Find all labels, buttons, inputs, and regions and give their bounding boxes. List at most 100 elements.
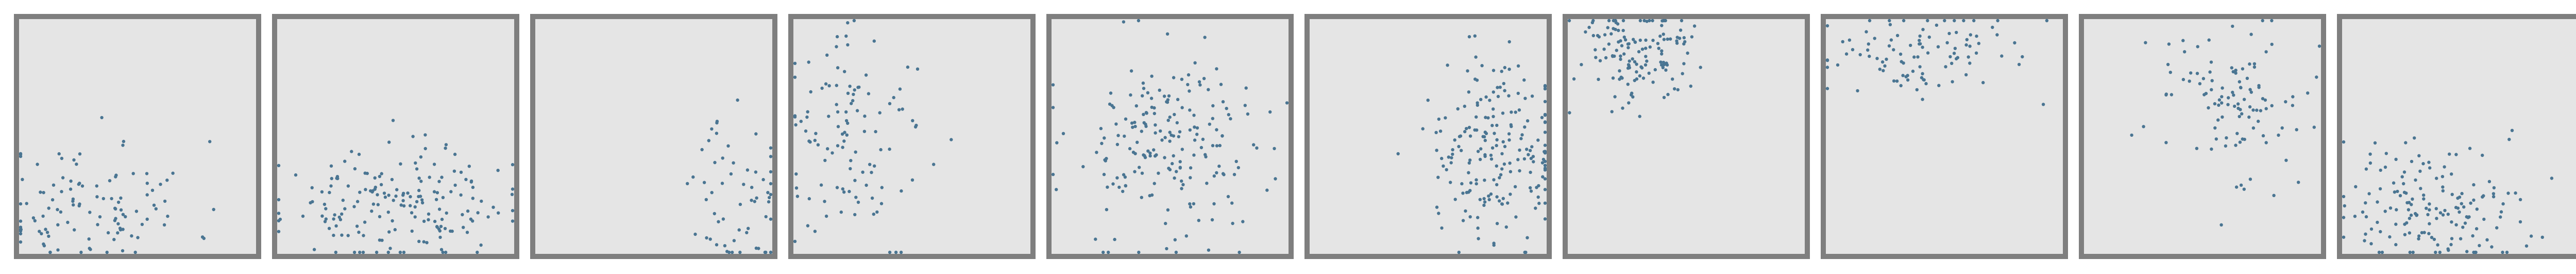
scatter-point	[1483, 179, 1486, 182]
scatter-point	[2249, 90, 2253, 94]
scatter-point	[476, 250, 479, 254]
scatter-point	[856, 200, 860, 204]
scatter-point	[440, 217, 444, 221]
scatter-point	[1901, 74, 1905, 77]
scatter-point	[1426, 99, 1430, 102]
scatter-point	[1498, 85, 1502, 89]
scatter-point	[100, 116, 104, 120]
scatter-point	[1632, 38, 1635, 41]
scatter-point	[2436, 243, 2439, 247]
scatter-point	[378, 215, 382, 218]
scatter-point	[363, 220, 367, 224]
scatter-point	[852, 92, 855, 96]
scatter-point	[1651, 39, 1655, 42]
scatter-point	[1476, 150, 1480, 153]
scatter-point	[110, 197, 113, 201]
scatter-point	[479, 243, 483, 247]
scatter-point	[380, 172, 383, 175]
scatter-point	[713, 212, 717, 216]
scatter-point	[1594, 56, 1598, 59]
scatter-point	[1435, 149, 1438, 152]
scatter-point	[846, 91, 850, 95]
scatter-point	[738, 250, 742, 254]
scatter-point	[1473, 77, 1477, 81]
scatter-point	[1981, 80, 1985, 85]
scatter-point	[145, 182, 149, 185]
scatter-point	[2408, 231, 2412, 235]
scatter-point	[2427, 232, 2431, 235]
scatter-point	[1526, 236, 1529, 239]
scatter-point	[1660, 24, 1664, 27]
scatter-point	[2465, 215, 2468, 219]
scatter-point	[723, 244, 727, 248]
scatter-point	[1682, 36, 1686, 40]
scatter-point	[1645, 59, 1649, 63]
scatter-point	[78, 152, 82, 156]
scatter-point	[1529, 156, 1533, 160]
scatter-point	[136, 236, 140, 239]
scatter-point	[1111, 182, 1115, 186]
scatter-point	[1232, 173, 1236, 176]
scatter-point	[333, 213, 336, 217]
scatter-point	[2417, 154, 2421, 157]
scatter-point	[311, 200, 314, 204]
scatter-point	[1484, 95, 1488, 99]
scatter-point	[1215, 128, 1218, 132]
scatter-point	[2461, 225, 2465, 229]
scatter-point	[2241, 67, 2245, 71]
scatter-point	[2506, 191, 2510, 195]
scatter-point	[19, 152, 23, 155]
scatter-point	[1489, 192, 1493, 196]
scatter-point	[60, 190, 63, 194]
scatter-point	[278, 217, 282, 221]
scatter-point	[2255, 108, 2259, 112]
scatter-point	[1692, 24, 1697, 28]
scatter-point	[2460, 202, 2463, 205]
scatter-point	[794, 172, 798, 176]
scatter-point	[732, 239, 736, 243]
scatter-point	[823, 158, 827, 163]
scatter-point	[1453, 198, 1457, 201]
scatter-point	[1215, 67, 1218, 71]
scatter-point	[1177, 135, 1180, 139]
scatter-point	[2495, 226, 2499, 230]
scatter-point	[1620, 76, 1624, 80]
scatter-point	[2201, 77, 2206, 80]
scatter-point	[2434, 207, 2438, 211]
scatter-point	[1181, 183, 1185, 186]
scatter-point	[1207, 88, 1210, 91]
scatter-point	[119, 208, 123, 212]
scatter-point	[1150, 74, 1154, 78]
scatter-point	[2529, 234, 2533, 238]
scatter-point	[441, 250, 445, 254]
scatter-point	[878, 111, 882, 115]
scatter-point	[1115, 142, 1120, 147]
scatter-point	[2261, 97, 2265, 101]
scatter-point	[1969, 33, 1972, 37]
scatter-point	[950, 138, 953, 141]
scatter-point	[1572, 77, 1576, 81]
scatter-point	[1226, 195, 1230, 199]
scatter-point	[419, 180, 423, 183]
scatter-point	[1133, 121, 1137, 124]
scatter-point	[827, 115, 831, 118]
scatter-point	[453, 152, 457, 156]
scatter-point	[1507, 94, 1511, 98]
scatter-point	[401, 199, 405, 202]
scatter-point	[1146, 91, 1150, 94]
scatter-point	[1167, 94, 1171, 98]
scatter-point	[1225, 107, 1228, 110]
scatter-point	[875, 210, 879, 214]
scatter-point	[932, 163, 936, 166]
scatter-point	[732, 161, 735, 165]
scatter-point	[1152, 148, 1156, 152]
scatter-point	[2485, 238, 2489, 241]
scatter-point	[471, 197, 474, 200]
scatter-point	[2432, 237, 2436, 241]
scatter-point	[1446, 63, 1449, 67]
scatter-point	[21, 178, 24, 181]
scatter-point	[2454, 223, 2458, 227]
scatter-point	[2428, 166, 2432, 170]
scatter-point	[1221, 100, 1225, 104]
scatter-point	[888, 147, 891, 151]
